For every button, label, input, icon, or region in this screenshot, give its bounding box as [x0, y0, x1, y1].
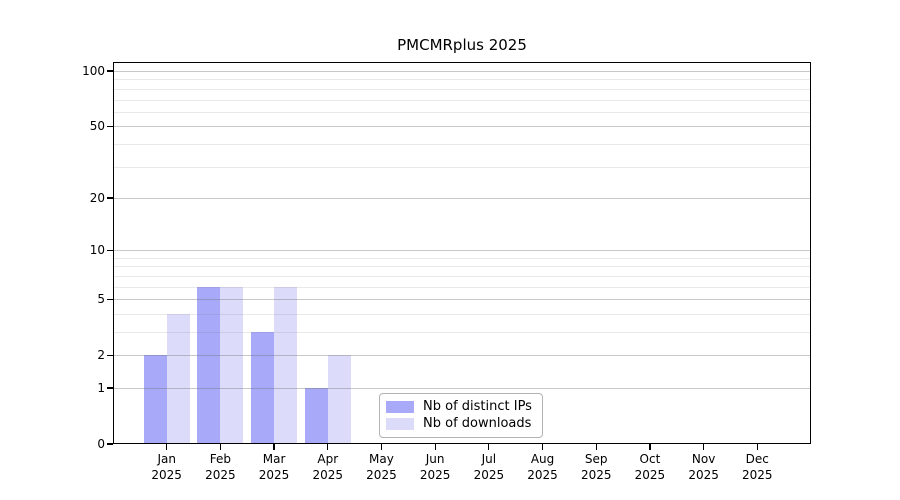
y-tick-label-100: 100	[82, 64, 105, 79]
bar-nb-of-distinct-ips-jan	[143, 355, 167, 444]
x-tick-label-oct: Oct 2025	[634, 452, 666, 482]
gridline-minor	[113, 88, 811, 90]
x-tick-oct	[649, 444, 651, 450]
gridline-major-1	[113, 387, 811, 389]
x-tick-sep	[595, 444, 597, 450]
gridline-minor	[113, 79, 811, 81]
x-tick-label-feb: Feb 2025	[205, 452, 236, 482]
y-tick-1	[107, 387, 113, 389]
x-tick-label-dec: Dec 2025	[742, 452, 773, 482]
gridline-minor	[113, 266, 811, 268]
legend-label-distinct-ips: Nb of distinct IPs	[423, 399, 532, 414]
gridline-minor	[113, 143, 811, 145]
gridline-major-100	[113, 71, 811, 73]
y-tick-label-20: 20	[89, 190, 105, 205]
x-tick-feb	[219, 444, 221, 450]
gridline-minor	[113, 331, 811, 333]
x-tick-jun	[434, 444, 436, 450]
bar-nb-of-downloads-mar	[274, 286, 298, 444]
y-tick-label-2: 2	[97, 348, 105, 363]
gridline-minor	[113, 111, 811, 113]
legend-swatch-downloads	[386, 418, 414, 430]
x-tick-label-jun: Jun 2025	[419, 452, 451, 482]
bar-nb-of-distinct-ips-apr	[304, 387, 328, 444]
bar-nb-of-distinct-ips-mar	[251, 331, 275, 444]
x-tick-label-may: May 2025	[366, 452, 397, 482]
y-tick-0	[107, 443, 113, 445]
bar-nb-of-downloads-jan	[166, 313, 190, 444]
x-tick-apr	[327, 444, 329, 450]
x-tick-label-mar: Mar 2025	[258, 452, 290, 482]
legend-item-downloads: Nb of downloads	[386, 417, 532, 431]
gridline-minor	[113, 275, 811, 277]
x-tick-may	[380, 444, 383, 450]
legend-swatch-distinct-ips	[386, 401, 414, 413]
y-tick-50	[107, 125, 113, 127]
gridline-minor	[113, 99, 811, 101]
y-tick-label-10: 10	[89, 243, 105, 258]
gridline-major-2	[113, 355, 811, 357]
x-tick-label-nov: Nov 2025	[688, 452, 719, 482]
bar-nb-of-downloads-feb	[220, 286, 244, 444]
legend-label-downloads: Nb of downloads	[423, 416, 532, 431]
x-tick-label-sep: Sep 2025	[580, 452, 612, 482]
gridline-major-10	[113, 250, 811, 252]
y-tick-label-0: 0	[97, 437, 105, 451]
x-tick-label-aug: Aug 2025	[527, 452, 558, 482]
gridline-minor	[113, 257, 811, 259]
y-tick-label-50: 50	[89, 119, 105, 134]
x-tick-mar	[273, 444, 275, 450]
x-tick-jul	[488, 444, 490, 450]
y-tick-5	[107, 298, 113, 300]
y-tick-10	[107, 249, 113, 251]
y-tick-label-1: 1	[97, 380, 105, 395]
gridline-minor	[113, 286, 811, 288]
chart-title: PMCMRplus 2025	[397, 36, 527, 54]
x-tick-jan	[166, 444, 168, 450]
y-tick-label-5: 5	[97, 292, 105, 307]
y-tick-2	[107, 354, 113, 356]
x-tick-label-apr: Apr 2025	[312, 452, 344, 482]
x-tick-nov	[703, 444, 705, 450]
y-tick-20	[107, 197, 113, 199]
legend-item-distinct-ips: Nb of distinct IPs	[386, 400, 532, 414]
x-tick-dec	[756, 444, 758, 450]
x-tick-label-jan: Jan 2025	[151, 452, 182, 482]
gridline-major-20	[113, 197, 811, 199]
gridline-major-50	[113, 126, 811, 128]
legend: Nb of distinct IPs Nb of downloads	[379, 393, 543, 438]
y-tick-100	[107, 70, 113, 72]
x-tick-label-jul: Jul 2025	[473, 452, 505, 482]
bar-nb-of-downloads-apr	[327, 355, 351, 444]
gridline-minor	[113, 166, 811, 168]
x-tick-aug	[541, 444, 544, 450]
gridline-minor	[113, 313, 811, 315]
bar-nb-of-distinct-ips-feb	[197, 286, 221, 444]
gridline-major-5	[113, 299, 811, 301]
